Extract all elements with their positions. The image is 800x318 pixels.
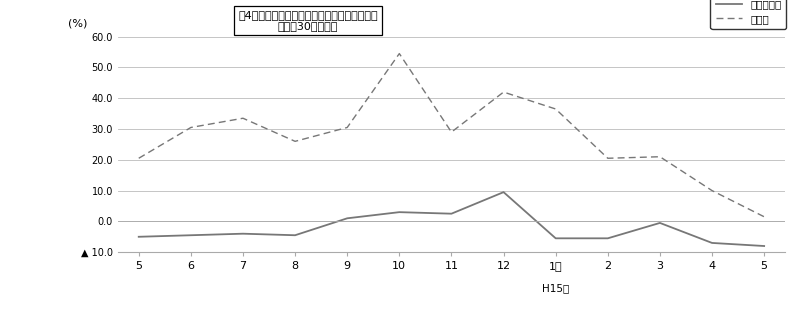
Legend: 調査産業計, 製造業: 調査産業計, 製造業 xyxy=(710,0,786,29)
Text: 围4　所定外労働時間の推移（対前年同月比）
－規樨30人以上－: 围4 所定外労働時間の推移（対前年同月比） －規樨30人以上－ xyxy=(238,10,378,31)
Text: H15年: H15年 xyxy=(542,283,570,293)
Y-axis label: (%): (%) xyxy=(68,18,87,28)
